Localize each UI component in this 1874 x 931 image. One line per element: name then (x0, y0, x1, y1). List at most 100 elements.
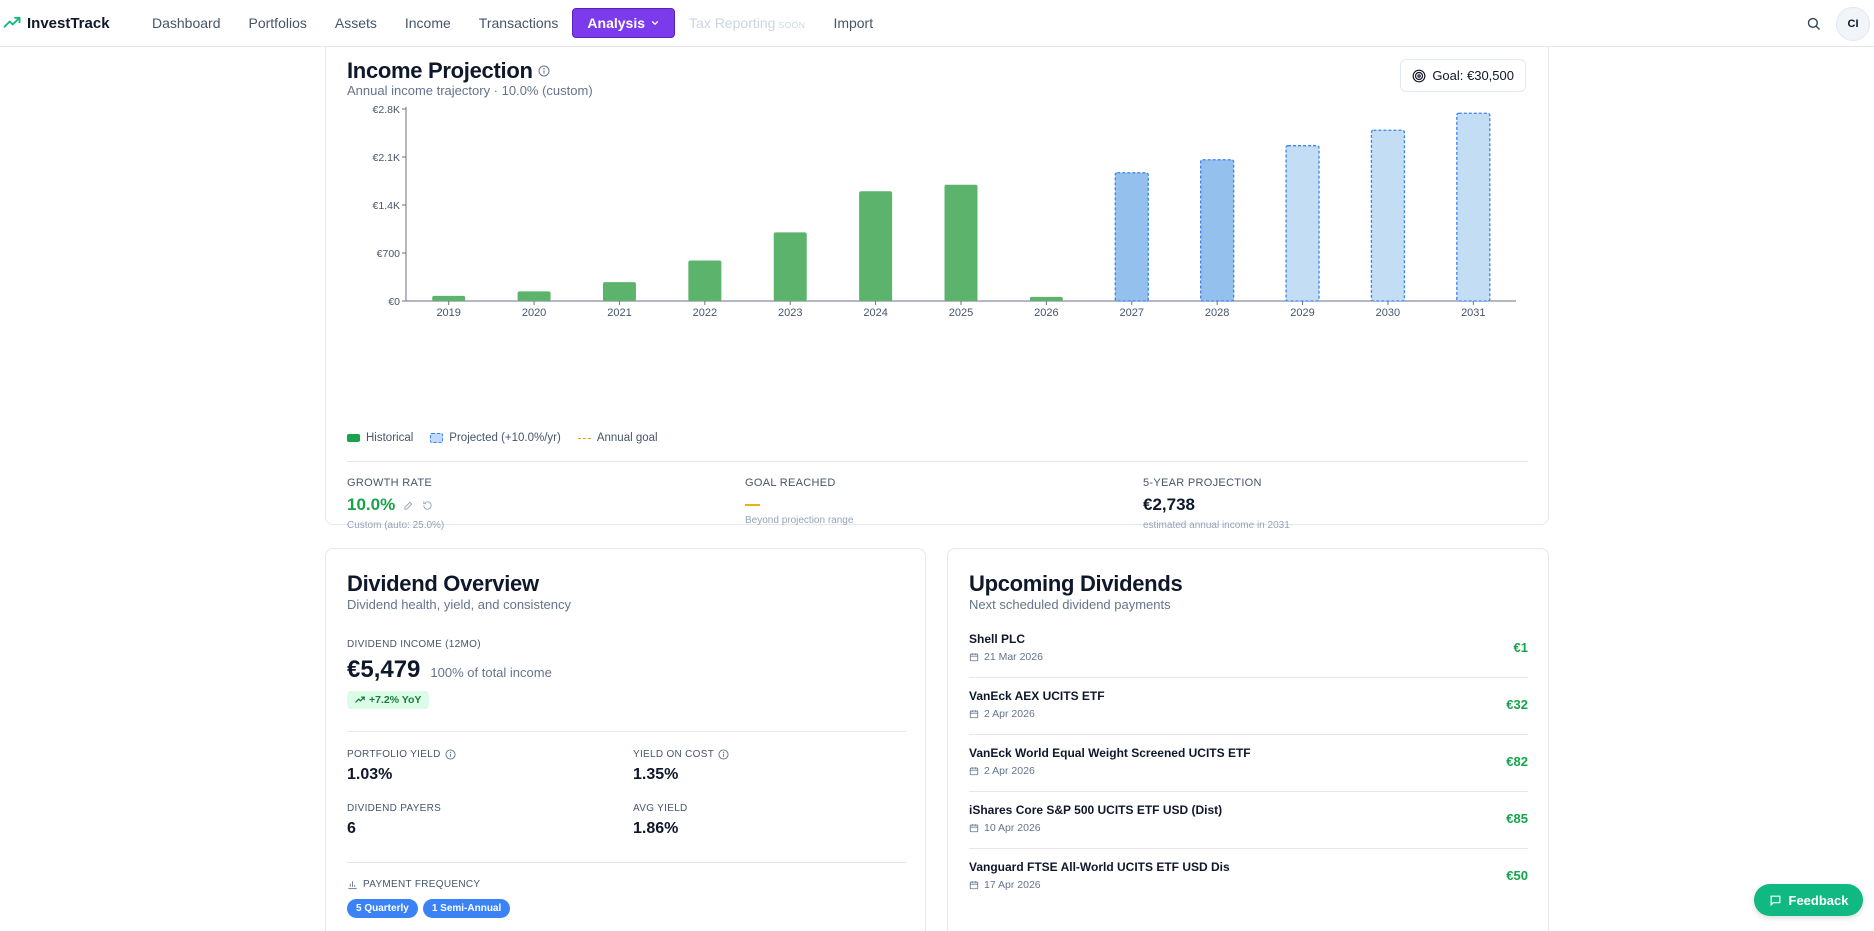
goal-reached-dash (745, 504, 760, 506)
dividend-name: Vanguard FTSE All-World UCITS ETF USD Di… (969, 860, 1230, 874)
goal-reached-label: GOAL REACHED (745, 477, 836, 489)
avatar[interactable]: CI (1836, 6, 1870, 41)
legend-projected[interactable]: Projected (+10.0%/yr) (430, 432, 561, 444)
yoy-badge: +7.2% YoY (347, 691, 430, 709)
x-tick-label: 2021 (607, 307, 631, 319)
y-tick-label: €1.4K (373, 200, 400, 212)
avg-yield: AVG YIELD 1.86% (633, 803, 688, 838)
dividend-date: 2 Apr 2026 (984, 708, 1035, 720)
calendar-icon (969, 881, 979, 890)
yield-on-cost: YIELD ON COST 1.35% (633, 749, 729, 784)
dividend-amount: €50 (1506, 868, 1528, 883)
nav-assets[interactable]: Assets (334, 15, 377, 31)
y-tick-label: €2.8K (373, 104, 400, 116)
pill-semi-annual[interactable]: 1 Semi-Annual (422, 899, 511, 918)
list-item[interactable]: Shell PLC 21 Mar 2026 €1 (969, 621, 1528, 678)
x-tick-label: 2025 (949, 307, 973, 319)
avg-yield-value: 1.86% (633, 820, 679, 837)
five-year-label: 5-YEAR PROJECTION (1143, 477, 1262, 489)
list-item[interactable]: VanEck AEX UCITS ETF 2 Apr 2026 €32 (969, 678, 1528, 735)
goal-reached-hint: Beyond projection range (745, 515, 854, 526)
projected-bar (1456, 112, 1491, 302)
nav-analysis[interactable]: Analysis (572, 8, 676, 38)
divider (347, 461, 1528, 462)
projection-subtitle: Annual income trajectory · 10.0% (custom… (347, 83, 593, 98)
projected-bar (1114, 172, 1149, 302)
historical-bar (432, 295, 466, 301)
reset-icon[interactable] (422, 500, 433, 511)
pill-quarterly[interactable]: 5 Quarterly (347, 899, 418, 918)
info-icon[interactable] (538, 65, 550, 77)
brand-name: InvestTrack (27, 14, 110, 32)
nav-transactions[interactable]: Transactions (478, 15, 559, 31)
dividend-date: 10 Apr 2026 (984, 822, 1041, 834)
feedback-label: Feedback (1788, 892, 1849, 908)
list-item[interactable]: VanEck World Equal Weight Screened UCITS… (969, 735, 1528, 792)
dividend-amount: €1 (1513, 640, 1528, 655)
yoy-label: +7.2% YoY (369, 694, 422, 706)
chart-legend: Historical Projected (+10.0%/yr) Annual … (347, 432, 675, 444)
stat-goal-reached: GOAL REACHED Beyond projection range (745, 477, 853, 526)
divider (347, 862, 906, 863)
list-item[interactable]: iShares Core S&P 500 UCITS ETF USD (Dist… (969, 792, 1528, 849)
nav-income[interactable]: Income (404, 15, 451, 31)
legend-projected-label: Projected (+10.0%/yr) (449, 432, 561, 444)
legend-historical[interactable]: Historical (347, 432, 413, 444)
info-icon[interactable] (445, 749, 456, 760)
dividend-name: Shell PLC (969, 632, 1026, 646)
soon-badge: SOON (778, 20, 806, 30)
stat-five-year: 5-YEAR PROJECTION €2,738 estimated annua… (1143, 477, 1290, 531)
upcoming-list: Shell PLC 21 Mar 2026 €1 VanEck AEX UCIT… (969, 621, 1528, 906)
historical-bar (688, 260, 722, 301)
legend-historical-swatch (347, 434, 360, 442)
bar-chart-icon (348, 881, 357, 890)
legend-projected-swatch (430, 433, 444, 443)
yield-on-cost-label: YIELD ON COST (633, 749, 715, 760)
message-icon (1770, 895, 1780, 906)
goal-button[interactable]: Goal: €30,500 (1400, 59, 1526, 92)
five-year-hint: estimated annual income in 2031 (1143, 520, 1290, 531)
dividend-date: 21 Mar 2026 (984, 651, 1043, 663)
dividend-payers-value: 6 (347, 820, 356, 837)
x-tick-label: 2024 (863, 307, 887, 319)
nav-dashboard[interactable]: Dashboard (152, 15, 221, 31)
nav-portfolios[interactable]: Portfolios (248, 15, 307, 31)
brand[interactable]: InvestTrack (3, 14, 138, 32)
dividend-income-pct: 100% of total income (430, 665, 552, 680)
upcoming-dividends-card: Upcoming Dividends Next scheduled divide… (947, 548, 1549, 931)
portfolio-yield-value: 1.03% (347, 766, 393, 783)
y-tick-label: €0 (388, 296, 400, 308)
y-tick-label: €700 (377, 248, 401, 260)
target-icon (1412, 69, 1426, 82)
dividend-name: VanEck World Equal Weight Screened UCITS… (969, 746, 1251, 760)
list-item[interactable]: Vanguard FTSE All-World UCITS ETF USD Di… (969, 849, 1528, 906)
calendar-icon (969, 653, 979, 662)
dividend-overview-subtitle: Dividend health, yield, and consistency (347, 597, 572, 612)
calendar-icon (969, 767, 979, 776)
edit-icon[interactable] (403, 500, 414, 511)
historical-bar (517, 291, 551, 301)
search-button[interactable] (1798, 9, 1828, 39)
portfolio-yield-label: PORTFOLIO YIELD (347, 749, 441, 760)
feedback-button[interactable]: Feedback (1754, 884, 1863, 916)
avg-yield-label: AVG YIELD (633, 803, 688, 814)
dividend-income-label: DIVIDEND INCOME (12MO) (347, 639, 481, 650)
nav-tax-label: Tax Reporting (689, 15, 776, 31)
info-icon[interactable] (718, 749, 729, 760)
historical-bar (602, 282, 636, 301)
dividend-name: iShares Core S&P 500 UCITS ETF USD (Dist… (969, 803, 1223, 817)
legend-goal[interactable]: Annual goal (577, 432, 658, 444)
nav-import[interactable]: Import (833, 15, 874, 31)
legend-historical-label: Historical (366, 432, 414, 444)
y-tick-label: €2.1K (373, 152, 400, 164)
historical-bar (944, 184, 978, 301)
top-nav: InvestTrack Dashboard Portfolios Assets … (0, 0, 1874, 47)
goal-label: Goal: €30,500 (1432, 68, 1514, 83)
historical-bar (773, 232, 807, 301)
legend-goal-swatch (577, 437, 591, 439)
income-projection-card: Income Projection Annual income trajecto… (325, 30, 1549, 531)
projection-chart: €0 €700 €1.4K €2.1K €2.8K 2019 2020 2021 2022 202… (373, 104, 1516, 319)
projected-bar (1200, 159, 1235, 302)
dividend-payers-label: DIVIDEND PAYERS (347, 803, 442, 814)
x-tick-label: 2028 (1205, 307, 1229, 319)
